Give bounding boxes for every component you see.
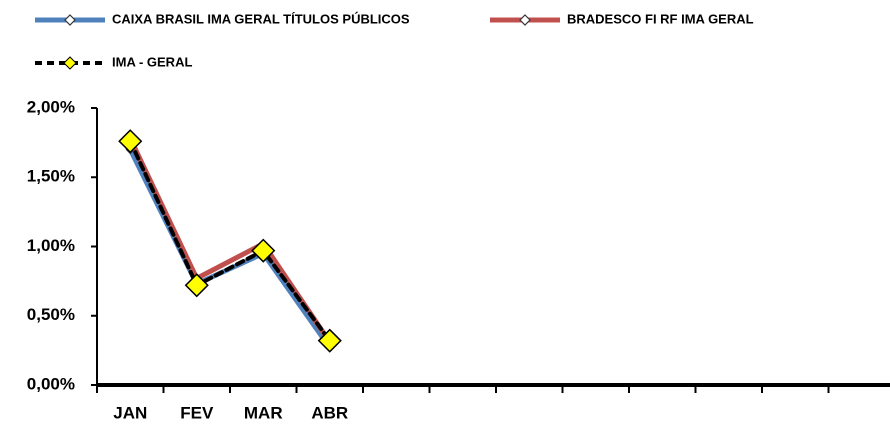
marker (251, 238, 276, 263)
x-tick-label: ABR (311, 403, 348, 422)
y-tick-label: 1,00% (27, 236, 75, 255)
legend-marker (64, 14, 76, 26)
y-tick-label: 2,00% (27, 97, 75, 116)
y-tick-label: 0,50% (27, 305, 75, 324)
legend-marker (63, 56, 77, 70)
legend-label: BRADESCO FI RF IMA GERAL (567, 11, 754, 26)
series-line (128, 148, 332, 350)
marker (118, 129, 143, 154)
legend-label: IMA - GERAL (112, 54, 192, 69)
marker (317, 328, 342, 353)
legend-marker (519, 14, 531, 26)
y-tick-label: 1,50% (27, 167, 75, 186)
series-line (128, 139, 332, 343)
series-line (127, 137, 332, 344)
x-tick-label: MAR (244, 403, 283, 422)
y-tick-label: 0,00% (27, 374, 75, 393)
x-tick-label: FEV (180, 403, 214, 422)
legend-label: CAIXA BRASIL IMA GERAL TÍTULOS PÚBLICOS (112, 11, 410, 26)
marker (184, 273, 209, 298)
x-tick-label: JAN (113, 403, 147, 422)
